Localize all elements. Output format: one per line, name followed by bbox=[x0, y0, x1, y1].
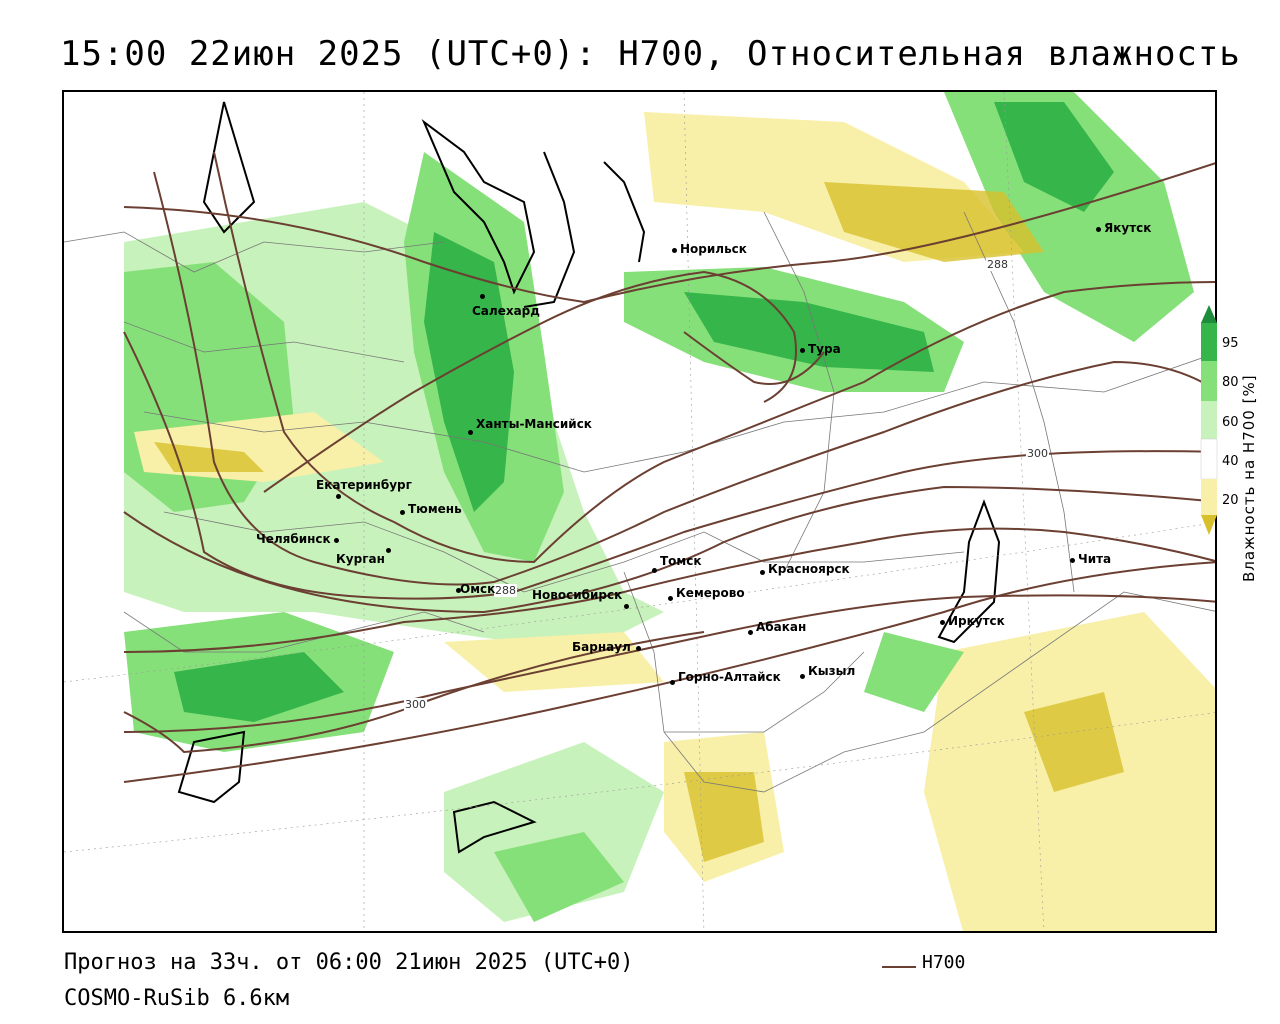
city-abakan: Абакан bbox=[748, 620, 806, 635]
colorbar-band-95 bbox=[1201, 323, 1217, 361]
city-tomsk: Томск bbox=[652, 554, 702, 573]
colorbar-band-80 bbox=[1201, 361, 1217, 401]
graticule bbox=[64, 92, 1215, 931]
colorbar-tick-60: 60 bbox=[1222, 415, 1239, 430]
city-kemerovo: Кемерово bbox=[668, 586, 745, 601]
humidity-colorbar bbox=[1200, 305, 1218, 535]
city-khanty-mansiysk: Ханты-Мансийск bbox=[468, 417, 592, 435]
city-salekhard: Салехард bbox=[472, 294, 540, 318]
h700-legend-line bbox=[882, 966, 916, 968]
city-novosibirsk: Новосибирск bbox=[532, 588, 629, 609]
isoline-label-300: 300 bbox=[1026, 447, 1049, 460]
city-yekaterinburg: Екатеринбург bbox=[316, 478, 412, 499]
map-panel: 288 300 288 300 Норильск Якутск Салехард… bbox=[62, 90, 1217, 933]
city-chelyabinsk: Челябинск bbox=[256, 532, 339, 546]
city-tyumen: Тюмень bbox=[400, 502, 462, 516]
city-yakutsk: Якутск bbox=[1096, 221, 1151, 235]
city-kyzyl: Кызыл bbox=[800, 664, 855, 679]
city-norilsk: Норильск bbox=[672, 242, 747, 256]
colorbar-tick-80: 80 bbox=[1222, 375, 1239, 390]
city-chita: Чита bbox=[1070, 552, 1111, 566]
isoline-label-288: 288 bbox=[986, 258, 1009, 271]
city-gorno-altaysk: Горно-Алтайск bbox=[670, 670, 781, 685]
colorbar-tick-20: 20 bbox=[1222, 493, 1239, 508]
humidity-field bbox=[124, 92, 1215, 931]
colorbar-band-60 bbox=[1201, 401, 1217, 439]
h700-legend-label: H700 bbox=[922, 952, 966, 973]
h700-isolines bbox=[123, 151, 1215, 783]
colorbar-title: Влажность на H700 [%] bbox=[1240, 374, 1258, 582]
colorbar-bottom-triangle bbox=[1201, 515, 1217, 535]
model-name: COSMO-RuSib 6.6км bbox=[64, 986, 290, 1011]
city-krasnoyarsk: Красноярск bbox=[760, 562, 850, 576]
map-title: 15:00 22июн 2025 (UTC+0): H700, Относите… bbox=[60, 34, 1241, 74]
isoline-label-300: 300 bbox=[404, 698, 427, 711]
colorbar-band-20 bbox=[1201, 479, 1217, 515]
city-kurgan: Курган bbox=[336, 548, 391, 566]
colorbar-tick-95: 95 bbox=[1222, 336, 1239, 351]
colorbar-band-40 bbox=[1200, 438, 1218, 480]
colorbar-tick-40: 40 bbox=[1222, 454, 1239, 469]
city-omsk: Омск bbox=[456, 582, 495, 596]
city-irkutsk: Иркутск bbox=[940, 614, 1005, 628]
city-barnaul: Барнаул bbox=[572, 640, 641, 654]
isoline-label-288: 288 bbox=[494, 584, 517, 597]
colorbar-top-triangle bbox=[1201, 305, 1217, 323]
coastline bbox=[177, 101, 1001, 854]
forecast-info: Прогноз на 33ч. от 06:00 21июн 2025 (UTC… bbox=[64, 950, 634, 975]
map-canvas bbox=[64, 92, 1215, 931]
city-tura: Тура bbox=[800, 342, 841, 356]
